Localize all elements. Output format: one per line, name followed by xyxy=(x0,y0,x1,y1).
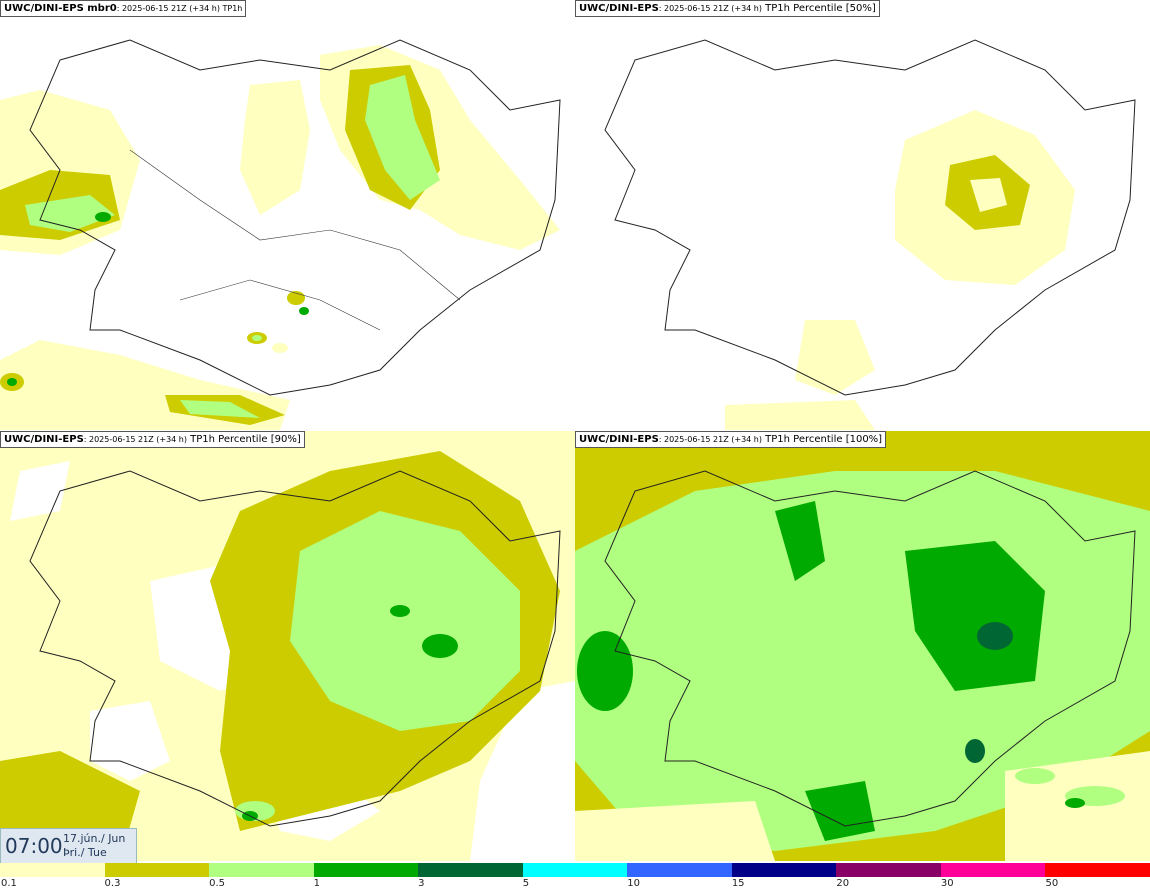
colorbar-swatch xyxy=(209,863,314,877)
colorbar-tick-label: 1 xyxy=(313,878,320,889)
colorbar-swatch xyxy=(1045,863,1150,877)
map-panel-p90: UWC/DINI-EPS: 2025-06-15 21Z (+34 h) TP1… xyxy=(0,431,575,861)
colorbar-tick-label: 0.3 xyxy=(104,878,121,889)
colorbar-swatch xyxy=(940,863,1046,877)
valid-date-line1: 17.jún./ Jun xyxy=(63,832,126,845)
model-label: UWC/DINI-EPS xyxy=(4,434,84,445)
valid-date-line2: Þri./ Tue xyxy=(63,846,107,859)
panel-title: UWC/DINI-EPS mbr0: 2025-06-15 21Z (+34 h… xyxy=(0,0,247,17)
field-label: TP1h Percentile [100%] xyxy=(761,434,883,445)
run-meta: : 2025-06-15 21Z (+34 h) TP1h xyxy=(116,4,243,13)
model-label: UWC/DINI-EPS mbr0 xyxy=(4,3,117,14)
panel-title: UWC/DINI-EPS: 2025-06-15 21Z (+34 h) TP1… xyxy=(575,431,887,448)
colorbar-ticks: 0.1 0.3 0.5 1 3 5 10 15 20 30 50 xyxy=(0,877,1150,891)
precip-map-p50 xyxy=(575,0,1150,430)
colorbar-tick-label: 20 xyxy=(836,878,850,889)
colorbar-swatches xyxy=(0,863,1150,877)
colorbar-tick-label: 50 xyxy=(1045,878,1059,889)
colorbar-tick-label: 0.5 xyxy=(209,878,225,889)
colorbar-tick-label: 30 xyxy=(940,878,954,889)
map-panel-mbr0: UWC/DINI-EPS mbr0: 2025-06-15 21Z (+34 h… xyxy=(0,0,575,430)
precip-colorbar: 0.1 0.3 0.5 1 3 5 10 15 20 30 50 xyxy=(0,863,1150,891)
colorbar-swatch xyxy=(418,863,523,877)
field-label: TP1h Percentile [50%] xyxy=(761,3,876,14)
colorbar-swatch xyxy=(522,863,628,877)
precip-map-p90 xyxy=(0,431,575,861)
map-panel-p100: UWC/DINI-EPS: 2025-06-15 21Z (+34 h) TP1… xyxy=(575,431,1150,861)
valid-time: 07:00 xyxy=(5,834,63,858)
panel-title: UWC/DINI-EPS: 2025-06-15 21Z (+34 h) TP1… xyxy=(0,431,305,448)
colorbar-swatch xyxy=(313,863,419,877)
colorbar-swatch xyxy=(0,863,105,877)
colorbar-tick-label: 10 xyxy=(627,878,640,889)
run-meta: : 2025-06-15 21Z (+34 h) xyxy=(658,4,762,13)
valid-time-box: 07:00 17.jún./ Jun Þri./ Tue xyxy=(0,828,137,864)
colorbar-tick-label: 5 xyxy=(522,878,530,889)
model-label: UWC/DINI-EPS xyxy=(579,3,659,14)
field-label: TP1h Percentile [90%] xyxy=(186,434,301,445)
panel-title: UWC/DINI-EPS: 2025-06-15 21Z (+34 h) TP1… xyxy=(575,0,880,17)
valid-date: 17.jún./ Jun Þri./ Tue xyxy=(63,832,125,860)
colorbar-tick-label: 3 xyxy=(418,878,425,889)
map-panel-p50: UWC/DINI-EPS: 2025-06-15 21Z (+34 h) TP1… xyxy=(575,0,1150,430)
colorbar-swatch xyxy=(627,863,732,877)
colorbar-tick-label: 15 xyxy=(731,878,745,889)
colorbar-swatch xyxy=(836,863,941,877)
precip-map-p100 xyxy=(575,431,1150,861)
precip-map-mbr0 xyxy=(0,0,575,430)
colorbar-swatch xyxy=(731,863,837,877)
run-meta: : 2025-06-15 21Z (+34 h) xyxy=(658,435,762,444)
model-label: UWC/DINI-EPS xyxy=(579,434,659,445)
run-meta: : 2025-06-15 21Z (+34 h) xyxy=(83,435,187,444)
colorbar-tick-label: 0.1 xyxy=(1,878,17,889)
colorbar-swatch xyxy=(104,863,210,877)
